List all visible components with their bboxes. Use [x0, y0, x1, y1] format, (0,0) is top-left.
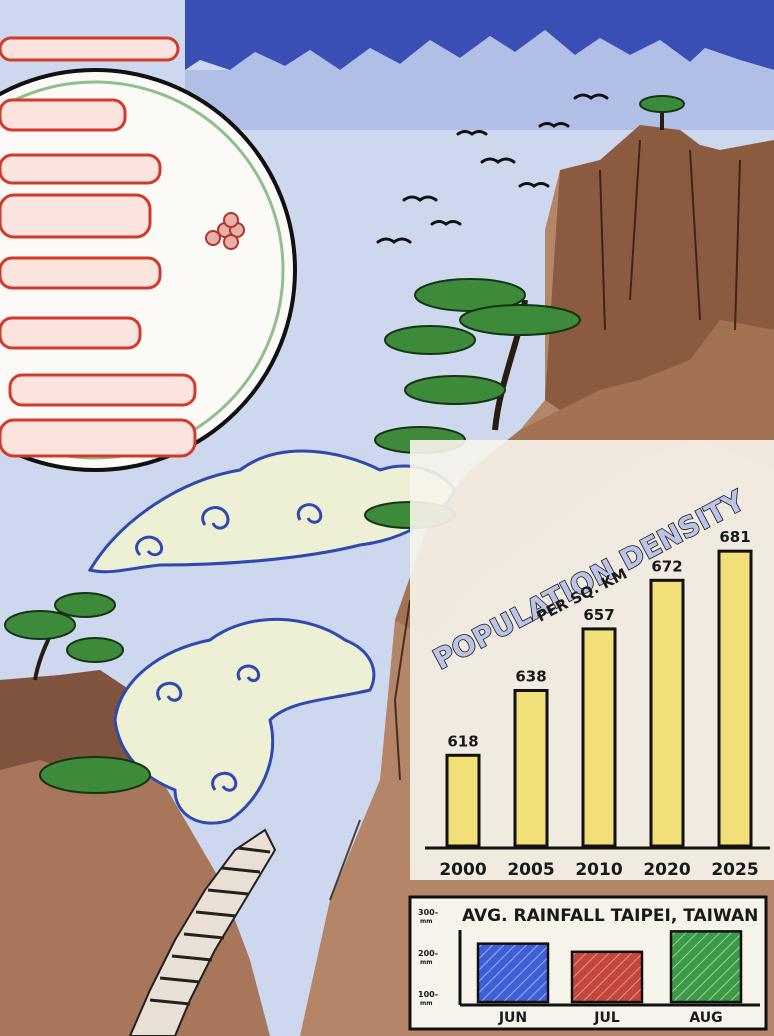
population-data-label: 657	[583, 606, 614, 624]
rainfall-ytick-unit: mm	[420, 918, 433, 925]
seal-medallion	[0, 36, 297, 472]
stair-steps	[149, 846, 271, 1006]
rainfall-bar	[570, 950, 644, 1004]
cliff-shadow-top	[545, 125, 774, 410]
population-bar	[513, 688, 549, 848]
rainfall-ytick-unit: mm	[420, 959, 433, 966]
population-bar	[717, 549, 753, 848]
birds-icon	[376, 93, 609, 244]
population-year-label: 2005	[507, 860, 554, 880]
population-density-chart: POPULATION DENSITY PER SQ. KM 6182000638…	[410, 440, 774, 880]
distant-mountains	[185, 30, 774, 130]
rainfall-chart: AVG. RAINFALL TAIPEI, TAIWAN 300-mm200-m…	[408, 895, 768, 1031]
rainfall-ytick-label: 300-	[418, 908, 438, 917]
rainfall-bar	[669, 930, 743, 1004]
population-data-label: 618	[447, 732, 478, 750]
rainfall-ytick-label: 200-	[418, 949, 438, 958]
left-tree-icon	[4, 592, 151, 794]
rainfall-bar	[476, 942, 550, 1004]
cliff-cracks	[329, 139, 741, 901]
chart2-title: AVG. RAINFALL TAIPEI, TAIWAN	[462, 906, 758, 926]
dark-sky-band	[185, 0, 774, 70]
seal-glyph-icon	[0, 36, 197, 458]
population-data-label: 672	[651, 557, 682, 575]
population-bar	[581, 627, 617, 848]
population-data-label: 681	[719, 528, 750, 546]
left-cliff-shadow	[0, 670, 150, 780]
population-year-label: 2010	[575, 860, 622, 880]
population-bar	[445, 753, 481, 848]
summit-tree-icon	[639, 95, 685, 130]
rainfall-month-label: JUN	[498, 1010, 527, 1026]
population-year-label: 2020	[643, 860, 690, 880]
flower-icon	[205, 212, 245, 250]
population-data-label: 638	[515, 667, 546, 685]
rainfall-ytick-label: 100-	[418, 990, 438, 999]
rainfall-month-label: JUL	[593, 1010, 620, 1026]
rainfall-month-label: AUG	[689, 1010, 722, 1026]
cloud-lower	[113, 617, 376, 825]
population-year-label: 2025	[711, 860, 758, 880]
rainfall-ytick-unit: mm	[420, 1000, 433, 1007]
population-year-label: 2000	[439, 860, 486, 880]
population-bar	[649, 578, 685, 848]
stone-stairs	[128, 828, 277, 1036]
